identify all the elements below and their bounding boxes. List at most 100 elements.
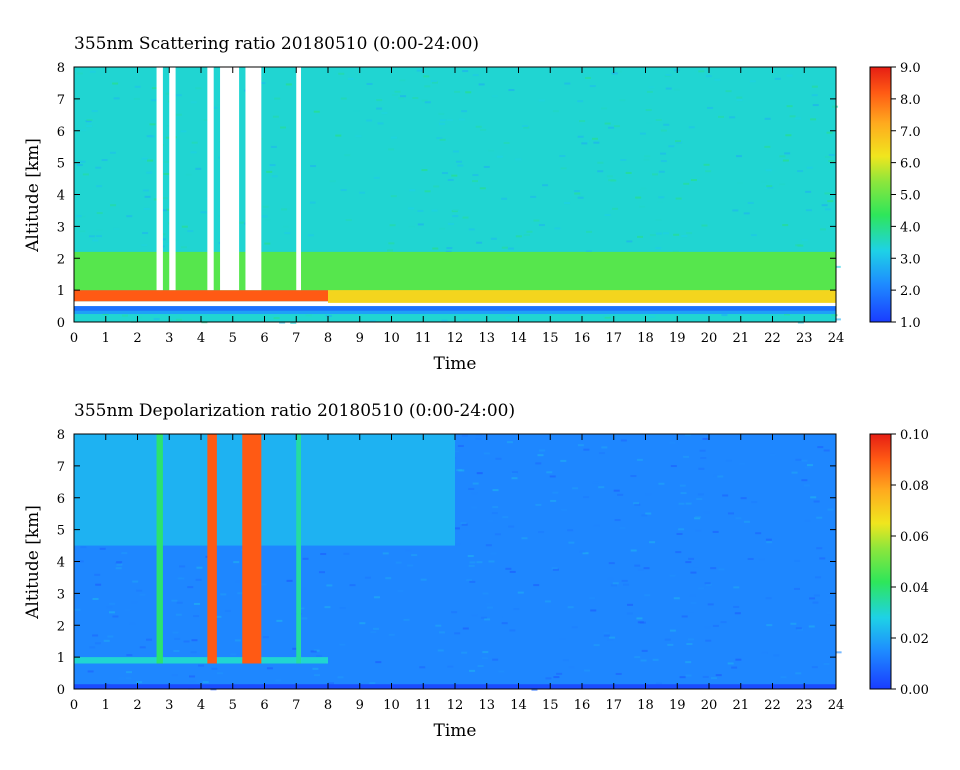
heatmap-cell <box>126 215 133 218</box>
heatmap-cell <box>795 244 802 247</box>
heatmap-cell <box>408 207 415 210</box>
heatmap-cell <box>373 596 380 599</box>
heatmap-cell <box>301 617 308 620</box>
heatmap-cell <box>136 681 143 684</box>
heatmap-cell <box>507 247 514 250</box>
x-tick-label: 3 <box>165 698 173 713</box>
heatmap-cell <box>686 232 693 235</box>
heatmap-cell <box>630 475 637 478</box>
x-tick-label: 3 <box>165 331 173 346</box>
heatmap-cell <box>644 594 651 597</box>
heatmap-cell <box>216 672 223 675</box>
heatmap-cell <box>437 649 444 652</box>
heatmap-cell <box>76 164 83 167</box>
heatmap-cell <box>816 516 823 519</box>
heatmap-cell <box>827 200 834 203</box>
heatmap-cell <box>387 249 394 252</box>
heatmap-cell <box>178 577 185 580</box>
heatmap-cell <box>211 667 218 670</box>
heatmap-cell <box>411 554 418 557</box>
heatmap-cell <box>710 567 717 570</box>
heatmap-cell <box>385 577 392 580</box>
heatmap-cell <box>431 81 438 84</box>
heatmap-cell <box>794 117 801 120</box>
colorbar-tick-label: 0.06 <box>900 530 929 545</box>
y-tick-label: 5 <box>57 524 65 539</box>
x-tick-label: 24 <box>828 331 845 346</box>
heatmap-cell <box>690 571 697 574</box>
heatmap-cell <box>187 586 194 589</box>
heatmap-cell <box>299 606 306 609</box>
heatmap-cell <box>501 197 508 200</box>
x-tick-label: 10 <box>383 331 400 346</box>
y-tick-label: 5 <box>57 157 65 172</box>
heatmap-cell <box>80 129 87 132</box>
heatmap-cell <box>634 564 641 567</box>
heatmap-cell <box>433 185 440 188</box>
x-tick-label: 5 <box>229 698 237 713</box>
heatmap-cell <box>355 135 362 138</box>
heatmap-cell <box>774 77 781 80</box>
heatmap-cell <box>202 681 209 684</box>
heatmap-cell <box>125 677 132 680</box>
heatmap-cell <box>526 230 533 233</box>
heatmap-cell <box>451 210 458 213</box>
heatmap-cell <box>568 666 575 669</box>
heatmap-cell <box>421 169 428 172</box>
x-tick-label: 2 <box>133 331 141 346</box>
heatmap-cell <box>782 159 789 162</box>
heatmap-cell <box>780 676 787 679</box>
heatmap-cell <box>193 615 200 618</box>
heatmap-cell <box>623 583 630 586</box>
heatmap-cell <box>190 101 197 104</box>
heatmap-cell <box>481 657 488 660</box>
heatmap-layer <box>74 310 836 315</box>
heatmap-cell <box>389 224 396 227</box>
heatmap-cell <box>183 640 190 643</box>
heatmap-cell <box>115 567 122 570</box>
heatmap-cell <box>701 224 708 227</box>
heatmap-cell <box>505 316 512 319</box>
heatmap-cell <box>131 601 138 604</box>
heatmap-cell <box>823 662 830 665</box>
heatmap-cell <box>92 597 99 600</box>
heatmap-cell <box>148 135 155 138</box>
heatmap-cell <box>717 115 724 118</box>
heatmap-cell <box>347 77 354 80</box>
x-tick-label: 17 <box>605 698 622 713</box>
heatmap-cell <box>136 316 143 319</box>
heatmap-cell <box>718 568 725 571</box>
heatmap-cell <box>96 212 103 215</box>
heatmap-cell <box>327 682 334 685</box>
heatmap-cell <box>391 93 398 96</box>
heatmap-cell <box>607 577 614 580</box>
heatmap-cell <box>806 166 813 169</box>
heatmap-cell <box>454 90 461 93</box>
heatmap-cell <box>144 195 151 198</box>
heatmap-cell <box>388 148 395 151</box>
heatmap-cell <box>409 189 416 192</box>
x-tick-label: 12 <box>447 331 464 346</box>
depolarization-ratio-panel: 355nm Depolarization ratio 20180510 (0:0… <box>23 401 929 741</box>
heatmap-cell <box>703 163 710 166</box>
heatmap-cell <box>502 516 509 519</box>
heatmap-cell <box>309 201 316 204</box>
heatmap-cell <box>698 587 705 590</box>
heatmap-cell <box>662 232 669 235</box>
heatmap-cell <box>171 599 178 602</box>
heatmap-cell <box>564 82 571 85</box>
heatmap-cell <box>715 674 722 677</box>
heatmap-cell <box>280 126 287 129</box>
heatmap-cell <box>508 89 515 92</box>
heatmap-cell <box>87 670 94 673</box>
heatmap-cell <box>447 665 454 668</box>
heatmap-cell <box>237 221 244 224</box>
heatmap-cell <box>452 209 459 212</box>
heatmap-cell <box>370 631 377 634</box>
heatmap-cell <box>764 117 771 120</box>
heatmap-cell <box>364 576 371 579</box>
heatmap-cell <box>469 669 476 672</box>
heatmap-cell <box>743 212 750 215</box>
heatmap-cell <box>109 151 116 154</box>
heatmap-cell <box>676 532 683 535</box>
